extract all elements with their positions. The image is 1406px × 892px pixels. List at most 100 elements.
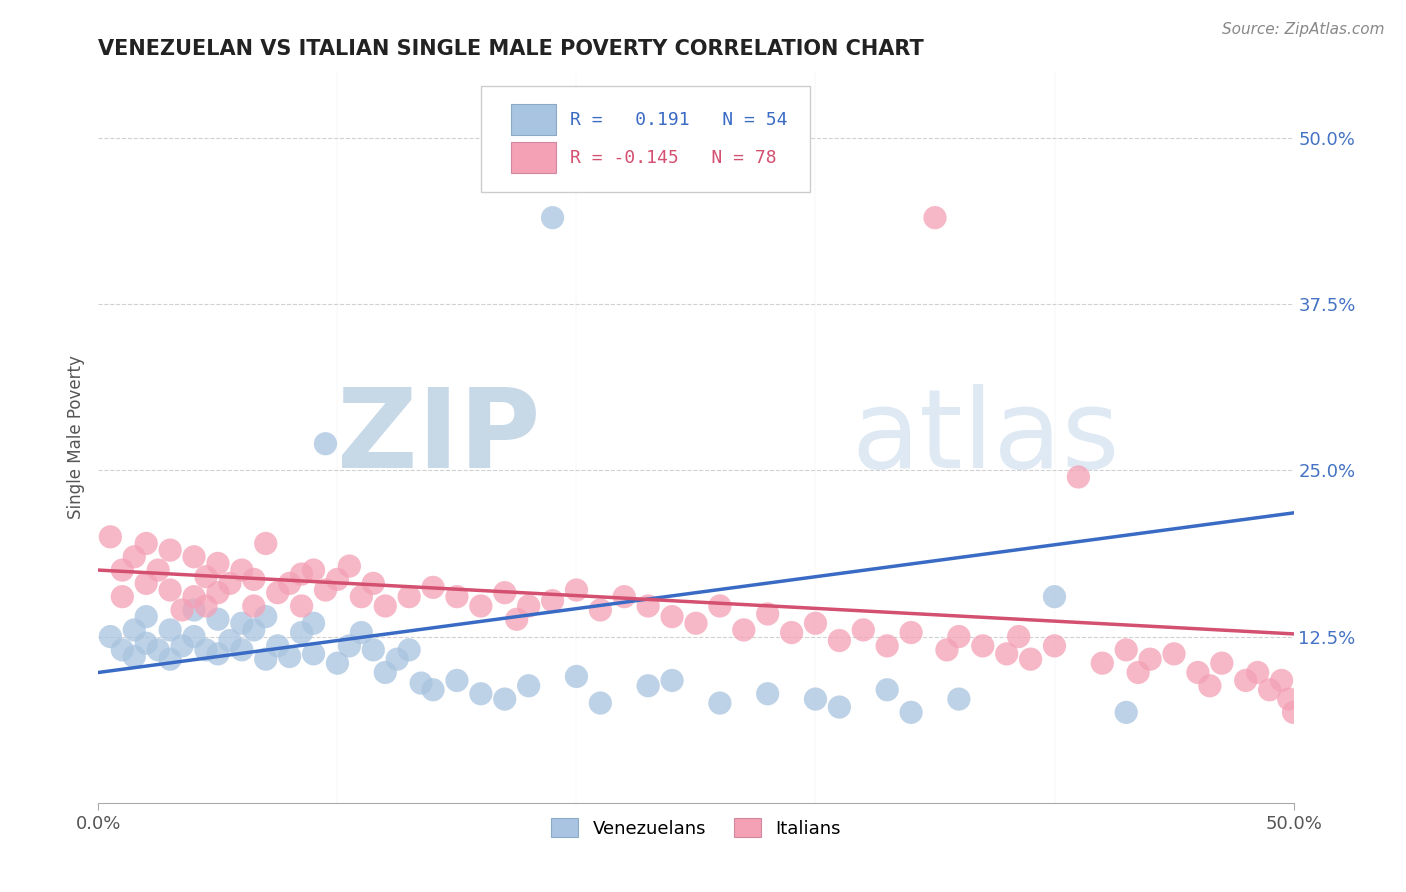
Point xyxy=(1163,647,1185,661)
Point xyxy=(326,656,349,670)
Point xyxy=(446,590,468,604)
Point xyxy=(948,630,970,644)
Point xyxy=(709,599,731,613)
Point xyxy=(900,706,922,720)
Point xyxy=(219,576,242,591)
Point xyxy=(804,692,827,706)
Point xyxy=(1019,652,1042,666)
Point xyxy=(98,630,122,644)
Point xyxy=(1115,706,1137,720)
Point xyxy=(422,682,444,697)
Point xyxy=(135,609,157,624)
Point xyxy=(446,673,468,688)
Point xyxy=(254,536,277,550)
Point xyxy=(291,567,314,582)
Point xyxy=(541,593,564,607)
Point xyxy=(207,557,229,571)
Point xyxy=(398,590,420,604)
Point xyxy=(124,549,146,564)
Point xyxy=(326,573,349,587)
Text: ZIP: ZIP xyxy=(337,384,541,491)
Point xyxy=(159,652,181,666)
Point xyxy=(254,652,277,666)
Point xyxy=(1187,665,1209,680)
Point xyxy=(517,599,540,613)
Legend: Venezuelans, Italians: Venezuelans, Italians xyxy=(544,811,848,845)
FancyBboxPatch shape xyxy=(481,86,810,192)
Point xyxy=(876,639,898,653)
Y-axis label: Single Male Poverty: Single Male Poverty xyxy=(66,355,84,519)
Point xyxy=(756,687,779,701)
Point xyxy=(506,612,529,626)
Point xyxy=(183,630,205,644)
Point xyxy=(494,585,516,599)
Point xyxy=(876,682,898,697)
Text: R =   0.191   N = 54: R = 0.191 N = 54 xyxy=(571,111,787,128)
Point xyxy=(339,559,361,574)
Point xyxy=(148,563,170,577)
Point xyxy=(780,625,803,640)
Point xyxy=(207,647,229,661)
Text: VENEZUELAN VS ITALIAN SINGLE MALE POVERTY CORRELATION CHART: VENEZUELAN VS ITALIAN SINGLE MALE POVERT… xyxy=(98,38,924,59)
Point xyxy=(541,211,564,225)
Point xyxy=(1008,630,1031,644)
Point xyxy=(98,530,122,544)
Point xyxy=(195,643,218,657)
Point xyxy=(315,582,337,597)
Point xyxy=(756,607,779,621)
Point xyxy=(1067,470,1090,484)
Point xyxy=(207,612,229,626)
Point xyxy=(195,570,218,584)
Point xyxy=(517,679,540,693)
Point xyxy=(350,590,373,604)
Point xyxy=(828,633,851,648)
Point xyxy=(302,647,325,661)
Text: R = -0.145   N = 78: R = -0.145 N = 78 xyxy=(571,149,778,167)
Point xyxy=(231,616,253,631)
Point xyxy=(1258,682,1281,697)
Point xyxy=(267,639,290,653)
Point xyxy=(411,676,433,690)
Point xyxy=(111,590,134,604)
Point xyxy=(852,623,875,637)
Point xyxy=(1043,590,1066,604)
Point xyxy=(1211,656,1233,670)
Point xyxy=(231,563,253,577)
Bar xyxy=(510,143,557,173)
Point xyxy=(1139,652,1161,666)
Point xyxy=(111,643,134,657)
Point xyxy=(637,679,659,693)
Bar xyxy=(510,104,557,135)
Point xyxy=(315,436,337,450)
Point xyxy=(1115,643,1137,657)
Text: Source: ZipAtlas.com: Source: ZipAtlas.com xyxy=(1222,22,1385,37)
Point xyxy=(398,643,420,657)
Point xyxy=(291,599,314,613)
Point xyxy=(924,211,946,225)
Point xyxy=(948,692,970,706)
Point xyxy=(363,576,385,591)
Point xyxy=(661,609,683,624)
Point xyxy=(565,582,588,597)
Point xyxy=(804,616,827,631)
Point xyxy=(828,700,851,714)
Point xyxy=(374,599,396,613)
Point xyxy=(936,643,959,657)
Point xyxy=(172,639,194,653)
Point xyxy=(124,649,146,664)
Point xyxy=(972,639,994,653)
Point xyxy=(148,643,170,657)
Point xyxy=(589,603,612,617)
Point xyxy=(1199,679,1222,693)
Point xyxy=(733,623,755,637)
Point xyxy=(135,536,157,550)
Point xyxy=(159,623,181,637)
Point xyxy=(685,616,707,631)
Point xyxy=(135,576,157,591)
Point xyxy=(661,673,683,688)
Point xyxy=(195,599,218,613)
Point xyxy=(422,580,444,594)
Point xyxy=(350,625,373,640)
Point xyxy=(1128,665,1150,680)
Point xyxy=(589,696,612,710)
